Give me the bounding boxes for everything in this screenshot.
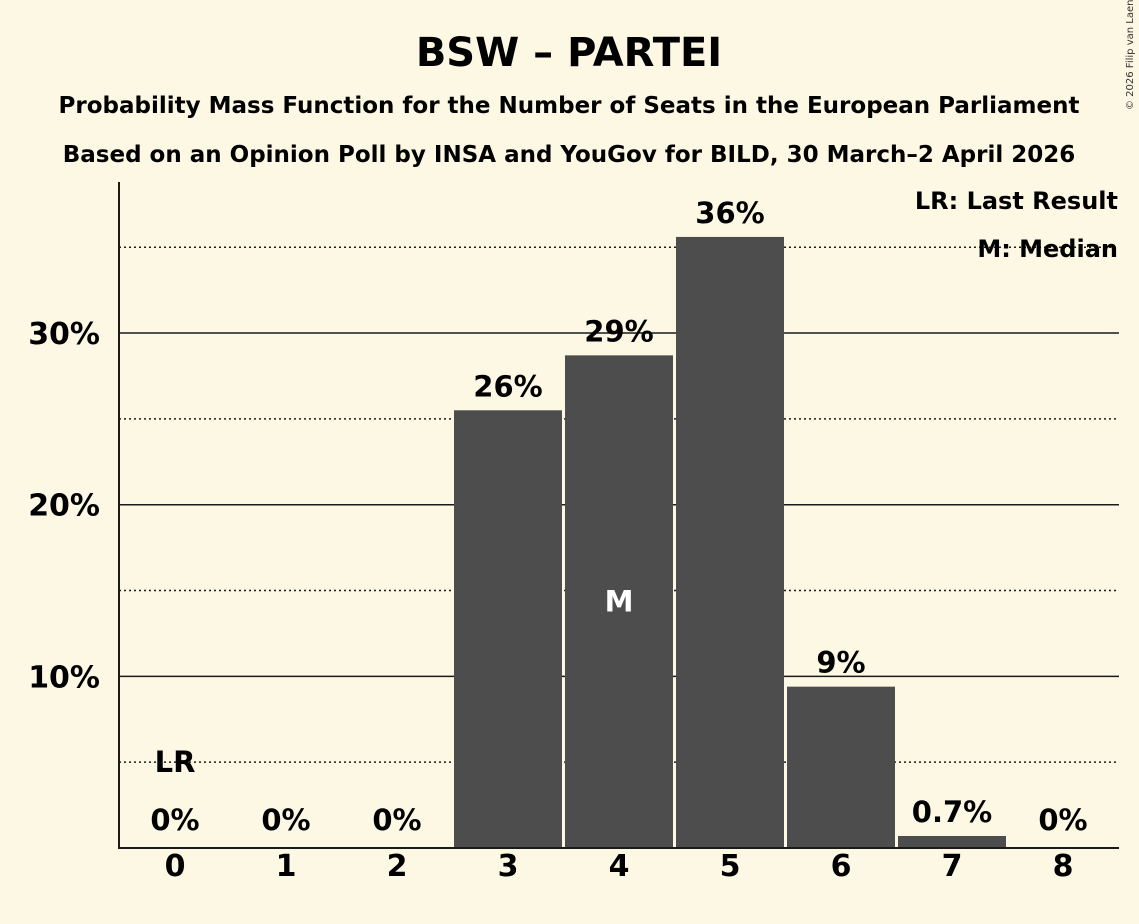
y-tick-label: 20% [28, 489, 100, 524]
data-label: 0% [261, 803, 310, 837]
data-labels: 0% 0% 0% 26% 29% 36% 9% 0.7% 0% LR M [150, 196, 1087, 837]
bar [787, 686, 895, 848]
data-label: 0% [1038, 803, 1087, 837]
copyright-note: © 2026 Filip van Laenen [1125, 0, 1136, 110]
data-label: 0.7% [912, 795, 992, 829]
chart-subtitle-source: Based on an Opinion Poll by INSA and You… [63, 142, 1076, 168]
x-tick-label: 6 [831, 849, 852, 884]
chart-subtitle: Probability Mass Function for the Number… [59, 93, 1080, 119]
last-result-marker: LR [155, 745, 196, 779]
bars [454, 236, 1006, 848]
data-label: 9% [816, 646, 865, 680]
bar [898, 835, 1006, 848]
y-tick-labels: 10% 20% 30% [28, 317, 100, 695]
x-tick-label: 2 [387, 849, 408, 884]
data-label: 0% [150, 803, 199, 837]
chart-title: BSW – PARTEI [416, 30, 722, 76]
bar [454, 410, 562, 848]
x-tick-label: 8 [1053, 849, 1074, 884]
data-label: 0% [372, 803, 421, 837]
bar [676, 236, 784, 848]
bar [565, 355, 673, 848]
x-tick-label: 1 [276, 849, 297, 884]
x-tick-label: 0 [165, 849, 186, 884]
y-tick-label: 30% [28, 317, 100, 352]
data-label: 29% [584, 314, 653, 348]
data-label: 36% [695, 196, 764, 230]
x-tick-label: 5 [720, 849, 741, 884]
x-tick-labels: 0 1 2 3 4 5 6 7 8 [165, 849, 1074, 884]
x-tick-label: 3 [498, 849, 519, 884]
y-tick-label: 10% [28, 660, 100, 695]
x-tick-label: 7 [942, 849, 963, 884]
legend-median: M: Median [977, 235, 1118, 263]
median-marker: M [605, 585, 634, 619]
data-label: 26% [473, 369, 542, 403]
x-tick-label: 4 [609, 849, 630, 884]
legend-last-result: LR: Last Result [915, 187, 1118, 215]
